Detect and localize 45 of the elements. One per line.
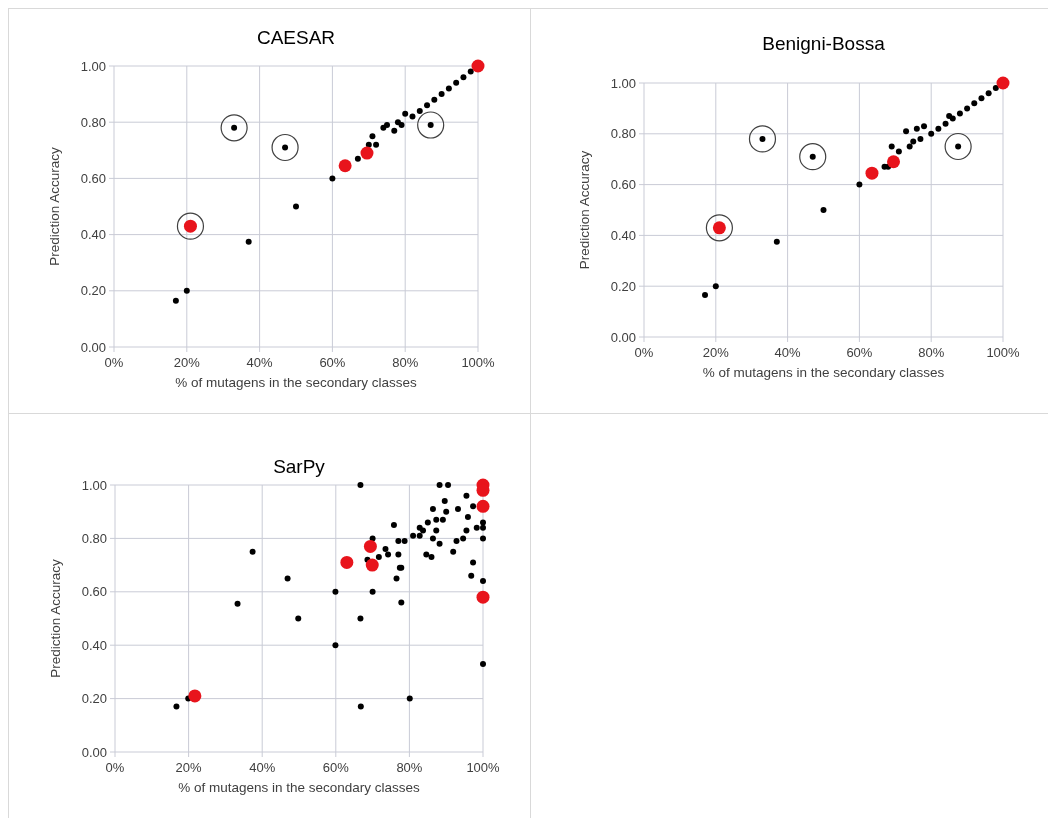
x-tick-label: 80% xyxy=(918,345,945,360)
x-tick-label: 0% xyxy=(105,760,125,775)
x-tick-label: 80% xyxy=(396,760,423,775)
x-tick-label: 60% xyxy=(322,760,350,775)
x-axis-title: % of mutagens in the secondary classes xyxy=(175,375,418,390)
y-tick-label: 0.60 xyxy=(610,177,636,193)
y-tick-label: 0.00 xyxy=(610,329,636,345)
y-tick-label: 0.60 xyxy=(81,584,107,600)
x-tick-label: 60% xyxy=(319,355,346,370)
x-tick-label: 20% xyxy=(175,760,203,775)
x-tick-label: 20% xyxy=(173,355,201,370)
x-tick-label: 40% xyxy=(774,345,802,360)
x-tick-label: 20% xyxy=(702,345,730,360)
x-tick-label: 0% xyxy=(104,355,124,370)
y-axis-title: Prediction Accuracy xyxy=(48,558,63,678)
y-tick-label: 0.20 xyxy=(80,283,106,299)
x-tick-label: 100% xyxy=(461,355,496,370)
chart-title: CAESAR xyxy=(256,27,336,48)
y-tick-label: 0.00 xyxy=(80,339,106,355)
y-tick-label: 1.00 xyxy=(81,477,107,493)
x-tick-label: 100% xyxy=(466,760,501,775)
y-tick-label: 0.40 xyxy=(81,637,107,653)
y-tick-label: 0.60 xyxy=(80,170,106,186)
y-axis-title: Prediction Accuracy xyxy=(577,150,592,270)
y-tick-label: 0.40 xyxy=(610,227,636,243)
y-tick-label: 0.80 xyxy=(80,114,106,130)
x-tick-label: 40% xyxy=(249,760,276,775)
y-tick-label: 0.20 xyxy=(81,691,107,707)
y-tick-label: 1.00 xyxy=(610,75,636,91)
y-axis-title: Prediction Accuracy xyxy=(47,146,62,266)
x-tick-label: 60% xyxy=(846,345,873,360)
x-tick-label: 40% xyxy=(246,355,274,370)
x-tick-label: 80% xyxy=(392,355,419,370)
chart-title: Benigni-Bossa xyxy=(762,33,886,54)
x-axis-title: % of mutagens in the secondary classes xyxy=(702,365,945,380)
y-tick-label: 0.40 xyxy=(80,227,106,243)
chart-title: SarPy xyxy=(273,456,326,477)
y-tick-label: 0.20 xyxy=(610,278,636,294)
y-tick-label: 0.80 xyxy=(81,530,107,546)
y-tick-label: 1.00 xyxy=(80,58,106,74)
x-tick-label: 100% xyxy=(986,345,1021,360)
y-tick-label: 0.00 xyxy=(81,744,107,760)
y-tick-label: 0.80 xyxy=(610,126,636,142)
x-tick-label: 0% xyxy=(634,345,654,360)
x-axis-title: % of mutagens in the secondary classes xyxy=(178,780,421,795)
